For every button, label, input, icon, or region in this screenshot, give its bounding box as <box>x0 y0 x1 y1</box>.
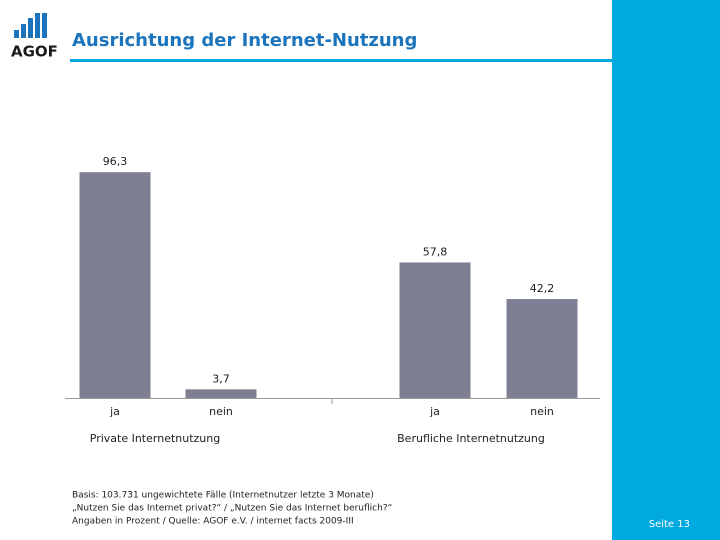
side-band <box>612 0 720 540</box>
bar <box>185 389 257 398</box>
page-number: Seite 13 <box>649 519 690 530</box>
logo-text: AGOF <box>11 43 58 61</box>
footnote: Angaben in Prozent / Quelle: AGOF e.V. /… <box>72 517 354 527</box>
bar <box>79 172 151 398</box>
category-label: nein <box>209 405 233 418</box>
group-label: Private Internetnutzung <box>90 432 220 445</box>
value-label: 57,8 <box>423 245 448 258</box>
category-label: nein <box>530 405 554 418</box>
value-label: 3,7 <box>212 372 230 385</box>
footnote: Basis: 103.731 ungewichtete Fälle (Inter… <box>72 491 374 501</box>
category-label: ja <box>109 405 120 418</box>
bar <box>399 262 471 398</box>
group-label: Berufliche Internetnutzung <box>397 432 545 445</box>
title-rule <box>70 59 612 62</box>
logo-bars <box>14 13 47 38</box>
category-label: ja <box>429 405 440 418</box>
bar <box>506 299 578 398</box>
value-label: 96,3 <box>103 155 128 168</box>
value-label: 42,2 <box>530 282 555 295</box>
chart-title: Ausrichtung der Internet-Nutzung <box>72 30 417 51</box>
footnote: „Nutzen Sie das Internet privat?“ / „Nut… <box>72 504 392 514</box>
